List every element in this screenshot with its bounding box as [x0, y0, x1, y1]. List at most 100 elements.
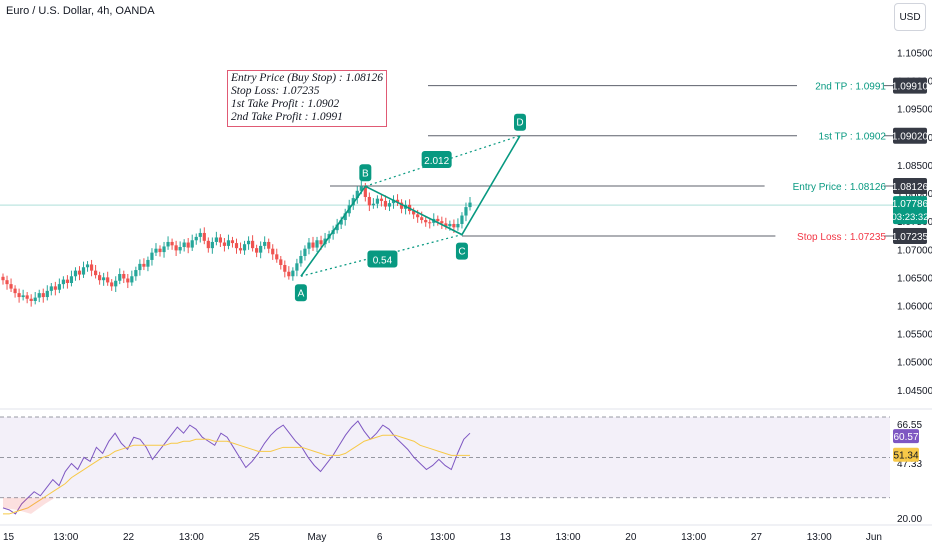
ratio-label: 2.012: [424, 156, 449, 167]
candle-body: [50, 286, 53, 290]
candle-body: [1, 277, 4, 280]
candle-body: [384, 201, 387, 207]
pattern-point-label: C: [458, 247, 465, 258]
candle-body: [223, 243, 226, 246]
info-stop-line: Stop Loss: 1.07235: [231, 85, 383, 98]
candle-body: [98, 275, 101, 280]
level-label: 2nd TP : 1.0991: [815, 82, 886, 93]
level-price-tag-text: 1.08126: [892, 182, 929, 193]
candle-body: [428, 222, 431, 223]
candle-body: [420, 217, 423, 220]
rsi-value-label: 60.57: [893, 432, 918, 443]
candle-body: [34, 298, 37, 301]
candle-body: [122, 274, 125, 278]
price-tick-label: 1.10500: [897, 48, 932, 59]
time-tick-label: 13:00: [53, 532, 78, 543]
candle-body: [66, 280, 69, 283]
candle-body: [183, 243, 186, 247]
time-tick-label: 13:00: [681, 532, 706, 543]
candle-body: [13, 289, 16, 293]
candle-body: [110, 282, 113, 286]
candle-body: [191, 240, 194, 247]
candle-body: [207, 241, 210, 248]
ratio-label: 0.54: [373, 255, 393, 266]
price-tick-label: 1.08500: [897, 161, 932, 172]
candle-body: [86, 264, 89, 267]
level-label: 1st TP : 1.0902: [819, 132, 887, 143]
time-tick-label: 13:00: [807, 532, 832, 543]
candle-body: [307, 243, 310, 249]
time-tick-label: 13:00: [430, 532, 455, 543]
candle-body: [166, 242, 169, 246]
time-tick-label: 6: [377, 532, 383, 543]
candle-body: [231, 240, 234, 243]
candle-body: [118, 274, 121, 281]
candle-body: [291, 271, 294, 277]
candle-body: [287, 272, 290, 276]
candle-body: [154, 249, 157, 253]
trade-info-box[interactable]: Entry Price (Buy Stop) : 1.08126 Stop Lo…: [227, 70, 387, 127]
candle-body: [114, 281, 117, 287]
candle-body: [271, 249, 274, 255]
candle-body: [134, 270, 137, 276]
candle-body: [78, 271, 81, 275]
price-tick-label: 1.05500: [897, 330, 932, 341]
pattern-point-label: D: [516, 118, 523, 129]
candle-body: [263, 242, 266, 246]
candle-body: [203, 233, 206, 241]
candle-body: [247, 241, 250, 244]
candle-body: [440, 221, 443, 223]
level-price-tag-text: 1.07235: [892, 232, 929, 243]
candle-body: [187, 243, 190, 248]
candle-body: [94, 271, 97, 275]
pattern-point-label: A: [298, 288, 305, 299]
candle-body: [424, 220, 427, 222]
candle-body: [102, 277, 105, 280]
price-tick-label: 1.09500: [897, 105, 932, 116]
candle-body: [62, 280, 65, 284]
time-tick-label: 27: [751, 532, 763, 543]
candle-body: [90, 264, 93, 270]
candle-body: [175, 245, 178, 250]
candle-body: [150, 253, 153, 260]
candle-body: [46, 291, 49, 297]
candle-body: [464, 207, 467, 215]
candle-body: [215, 237, 218, 241]
candle-body: [9, 284, 12, 288]
level-price-tag-text: 1.09020: [892, 132, 929, 143]
candle-body: [158, 249, 161, 252]
candle-body: [275, 254, 278, 259]
candle-body: [416, 214, 419, 217]
candle-body: [162, 246, 165, 252]
candle-body: [460, 216, 463, 224]
time-tick-label: 22: [123, 532, 135, 543]
price-tick-label: 1.07000: [897, 245, 932, 256]
candle-body: [243, 244, 246, 250]
candle-body: [380, 199, 383, 201]
candle-body: [239, 248, 242, 250]
candle-body: [142, 264, 145, 267]
candle-body: [267, 242, 270, 249]
candle-body: [22, 295, 25, 297]
time-tick-label: 13:00: [179, 532, 204, 543]
candle-body: [255, 248, 258, 252]
candle-body: [315, 240, 318, 247]
candle-body: [54, 286, 57, 289]
time-tick-label: May: [307, 532, 326, 543]
time-tick-label: 13: [500, 532, 512, 543]
candle-body: [279, 259, 282, 265]
candle-body: [303, 249, 306, 256]
candle-body: [38, 293, 41, 297]
info-tp2-line: 2nd Take Profit : 1.0991: [231, 111, 383, 124]
candle-body: [179, 247, 182, 250]
price-tick-label: 1.06000: [897, 301, 932, 312]
candle-body: [436, 219, 439, 221]
candle-body: [388, 203, 391, 206]
candle-body: [227, 240, 230, 246]
rsi-ma-value-label: 51.34: [893, 451, 918, 462]
candle-body: [211, 242, 214, 248]
candle-body: [146, 260, 149, 267]
candle-body: [468, 203, 471, 207]
candle-body: [299, 256, 302, 263]
